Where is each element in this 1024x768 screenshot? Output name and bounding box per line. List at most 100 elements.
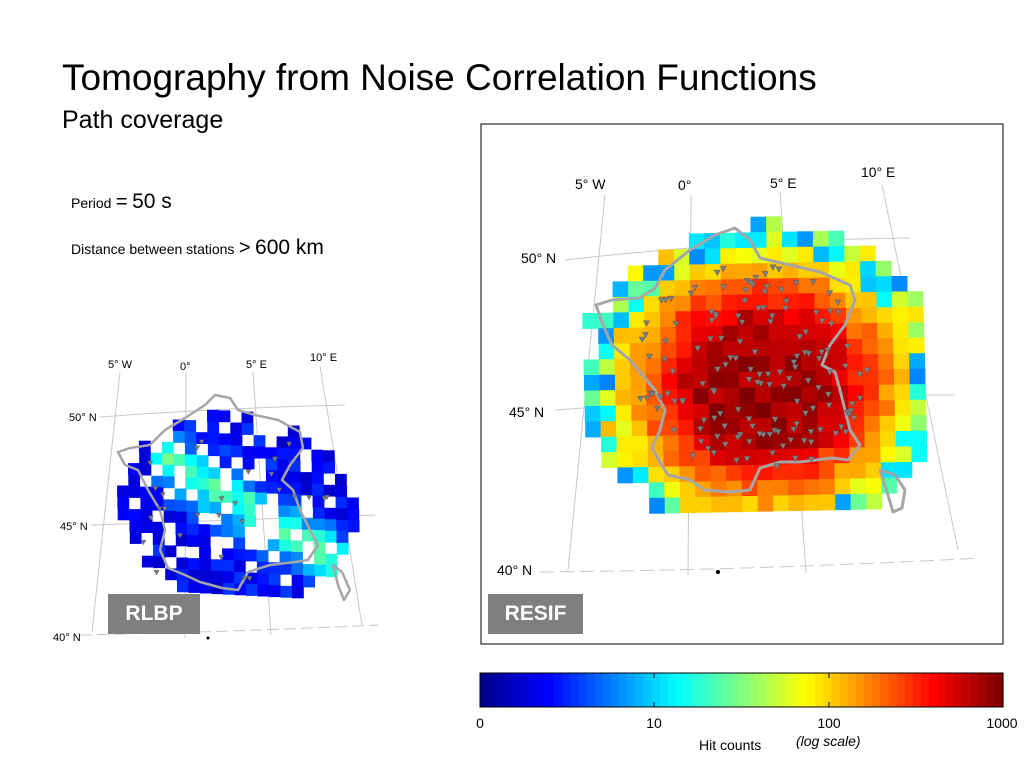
heat-cell — [691, 326, 708, 343]
heat-cell-diagonal — [323, 484, 336, 497]
heat-cell — [184, 420, 197, 432]
heat-cell-diagonal — [599, 390, 616, 406]
station-marker — [793, 421, 801, 428]
heat-cell-diagonal — [197, 489, 210, 502]
heat-cell-diagonal — [172, 430, 185, 443]
station-marker — [306, 495, 313, 501]
station-marker — [771, 416, 779, 423]
heat-cell-diagonal — [660, 342, 677, 359]
heat-cell — [675, 326, 692, 343]
heat-cell — [117, 485, 129, 498]
heat-cell — [720, 248, 737, 265]
heat-cell-diagonal — [207, 421, 219, 433]
left-lon-label: 10° E — [310, 352, 337, 364]
heat-cell-diagonal — [117, 508, 130, 521]
heat-cell — [766, 231, 783, 248]
heat-cell-diagonal — [277, 493, 290, 506]
heat-cell-diagonal — [895, 415, 911, 432]
heat-cell-diagonal — [208, 490, 221, 502]
heat-cell — [848, 416, 865, 433]
heat-cell — [207, 421, 220, 434]
heat-cell-diagonal — [276, 447, 289, 460]
heat-cell-diagonal — [220, 490, 233, 503]
heat-cell-diagonal — [222, 559, 235, 572]
heat-cell — [878, 384, 895, 401]
heat-cell — [613, 327, 630, 344]
heat-cell-diagonal — [691, 357, 708, 374]
station-marker — [643, 395, 651, 402]
heat-cell-diagonal — [781, 231, 798, 248]
heat-cell — [175, 511, 187, 524]
heat-cell — [210, 559, 223, 572]
heat-cell-diagonal — [798, 293, 815, 309]
heat-cell-diagonal — [674, 280, 691, 296]
heat-cell — [233, 537, 246, 550]
heat-cell — [139, 463, 152, 476]
heat-cell — [211, 570, 223, 583]
heat-cell — [612, 281, 629, 298]
heat-cell-diagonal — [865, 462, 882, 479]
colorbar-cell — [872, 673, 882, 707]
heat-cell — [311, 449, 324, 462]
heat-cell-diagonal — [277, 459, 289, 472]
heat-cell-diagonal — [695, 496, 712, 513]
heat-cell — [909, 353, 925, 370]
heat-cell — [658, 249, 675, 266]
heat-cell — [735, 248, 752, 264]
heat-cell-diagonal — [676, 342, 692, 358]
heat-cell-diagonal — [680, 497, 696, 513]
heat-cell-diagonal — [862, 353, 879, 370]
heat-cell-diagonal — [723, 372, 740, 388]
heat-cell-diagonal — [787, 463, 804, 480]
heat-cell — [771, 433, 788, 450]
heat-cell-diagonal — [892, 322, 909, 339]
heat-cell — [721, 294, 738, 311]
left-map-stations — [140, 439, 330, 582]
heat-cell — [877, 338, 894, 355]
colorbar-cell — [741, 673, 751, 707]
heat-cell-diagonal — [196, 455, 209, 467]
heat-cell-diagonal — [311, 472, 324, 485]
heat-cell-diagonal — [691, 326, 707, 343]
heat-cell-diagonal — [893, 353, 910, 370]
heat-cell — [187, 523, 199, 536]
station-marker — [218, 496, 225, 502]
left-lon-label: 5° W — [108, 359, 133, 371]
heat-cell-diagonal — [208, 467, 221, 479]
heat-cell — [690, 310, 707, 327]
heat-cell — [628, 296, 645, 313]
station-marker — [687, 290, 695, 297]
heat-cell — [862, 354, 879, 370]
heat-cell — [632, 451, 649, 468]
heat-cell-diagonal — [288, 448, 301, 461]
colorbar-cell — [790, 673, 800, 707]
heat-cell — [644, 296, 660, 313]
left-map-coastline — [116, 393, 352, 602]
heat-cell-diagonal — [860, 276, 877, 293]
heat-cell — [313, 530, 326, 542]
heat-cell-diagonal — [786, 417, 803, 434]
heat-cell-diagonal — [188, 580, 201, 593]
heat-cell — [894, 384, 911, 401]
colorbar-cell — [651, 673, 661, 707]
station-marker — [856, 371, 864, 378]
heat-cell-diagonal — [649, 497, 665, 514]
heat-cell — [768, 324, 785, 341]
colorbar-cell — [806, 673, 816, 707]
heat-cell-diagonal — [585, 421, 601, 438]
heat-cell — [721, 310, 738, 327]
heat-cell — [707, 341, 724, 358]
heat-cell — [754, 387, 771, 404]
heat-cell-diagonal — [231, 479, 244, 492]
station-marker — [697, 438, 705, 446]
heat-cell-diagonal — [674, 264, 690, 281]
heat-cell-diagonal — [909, 368, 926, 385]
heat-cell-diagonal — [891, 291, 908, 308]
heat-cell-diagonal — [891, 275, 908, 292]
heat-cell — [288, 437, 300, 449]
heat-cell — [863, 369, 879, 386]
heat-cell-diagonal — [708, 403, 725, 420]
station-marker — [790, 426, 798, 433]
heat-cell-diagonal — [129, 520, 142, 533]
heat-cell — [347, 497, 359, 510]
